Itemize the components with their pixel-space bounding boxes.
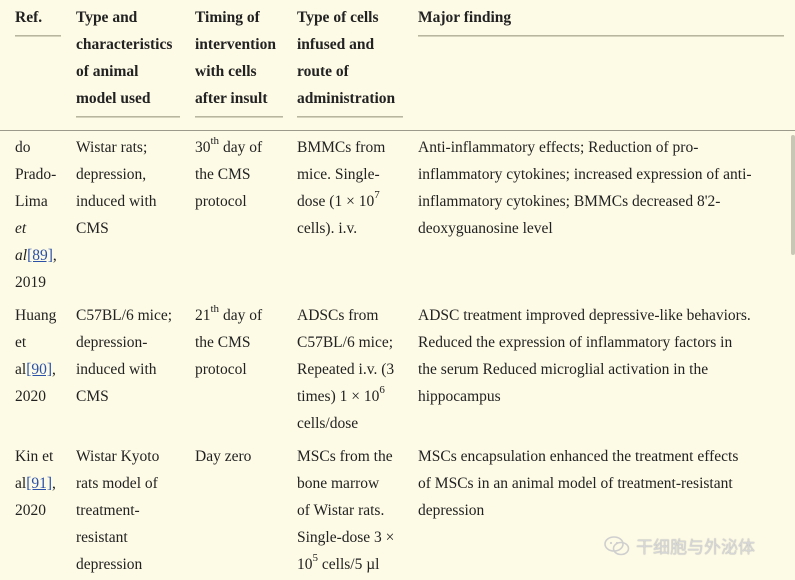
table-header: Ref. Type and characteristics of animal … <box>0 0 795 132</box>
row1-model: Wistar rats; depression, induced with CM… <box>76 139 157 237</box>
watermark-text: 干细胞与外泌体 <box>636 538 755 558</box>
row3-ref: Kin et al[91], 2020 <box>15 448 56 519</box>
row1-finding: Anti-inflammatory effects; Reduction of … <box>418 139 752 237</box>
wechat-icon <box>604 535 630 555</box>
row2-cells: ADSCs from C57BL/6 mice; Repeated i.v. (… <box>297 307 395 432</box>
header-cells: Type of cells infused and route of admin… <box>297 9 396 107</box>
header-model: Type and characteristics of animal model… <box>76 9 173 107</box>
citation-link[interactable]: [90] <box>26 361 53 378</box>
header-underline <box>418 35 784 37</box>
citation-link[interactable]: [89] <box>27 247 53 264</box>
row1-cells: BMMCs from mice. Single- dose (1 × 107 c… <box>297 139 386 237</box>
scrollbar[interactable] <box>791 135 795 255</box>
header-rule <box>0 130 795 131</box>
header-underline <box>297 116 403 118</box>
row2-timing: 21th day of the CMS protocol <box>195 302 263 378</box>
row1-timing: 30th day of the CMS protocol <box>195 134 263 210</box>
watermark: 干细胞与外泌体 <box>604 533 755 558</box>
row3-model: Wistar Kyoto rats model of treatment- re… <box>76 448 160 573</box>
row3-cells: MSCs from the bone marrow of Wistar rats… <box>297 448 395 573</box>
header-timing: Timing of intervention with cells after … <box>195 9 276 107</box>
row1-ref: do Prado- Lima et al[89], 2019 <box>15 139 57 291</box>
header-ref: Ref. <box>15 9 43 26</box>
row2-finding: ADSC treatment improved depressive-like … <box>418 307 751 405</box>
header-underline <box>76 116 180 118</box>
row2-model: C57BL/6 mice; depression- induced with C… <box>76 307 173 405</box>
row2-ref: Huang et al[90], 2020 <box>15 307 57 405</box>
citation-link[interactable]: [91] <box>26 475 53 492</box>
header-finding: Major finding <box>418 9 512 26</box>
row3-finding: MSCs encapsulation enhanced the treatmen… <box>418 448 739 519</box>
row3-timing: Day zero <box>195 448 252 465</box>
header-underline <box>15 35 61 37</box>
header-underline <box>195 116 283 118</box>
